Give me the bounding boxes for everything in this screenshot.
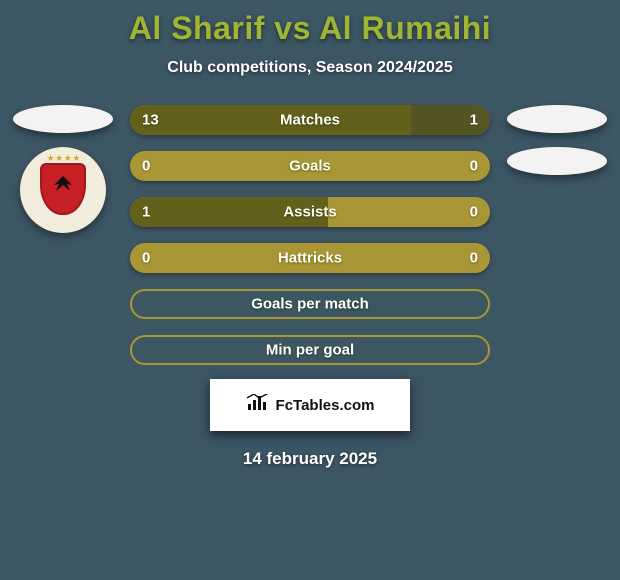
stat-label: Min per goal [132,342,488,359]
comparison-region: ★ ★ ★ ★ 131Matches 00Goals 10Assists 00Hatt… [0,105,620,365]
bar-chart-icon [246,394,272,417]
branding-badge[interactable]: FcTables.com [210,379,410,431]
stats-bar-chart: 131Matches 00Goals 10Assists 00Hattricks Goa… [130,105,490,381]
stat-row: 00Goals [130,151,490,181]
stat-label: Matches [130,112,490,129]
left-ellipse-placeholder [13,105,113,133]
crest-eagle-icon [48,173,78,195]
page-title: Al Sharif vs Al Rumaihi [0,0,620,47]
right-ellipse-placeholder-1 [507,105,607,133]
stat-row: Goals per match [130,289,490,319]
right-player-column [502,105,612,365]
stat-label: Hattricks [130,250,490,267]
right-ellipse-placeholder-2 [507,147,607,175]
stat-row: 00Hattricks [130,243,490,273]
stat-label: Assists [130,204,490,221]
footer-date: 14 february 2025 [0,449,620,469]
stat-label: Goals [130,158,490,175]
branding-label: FcTables.com [276,397,375,414]
stat-label: Goals per match [132,296,488,313]
left-club-crest: ★ ★ ★ ★ [20,147,106,233]
left-player-column: ★ ★ ★ ★ [8,105,118,365]
stat-row: 10Assists [130,197,490,227]
stat-row: 131Matches [130,105,490,135]
stat-row: Min per goal [130,335,490,365]
page-subtitle: Club competitions, Season 2024/2025 [0,59,620,77]
